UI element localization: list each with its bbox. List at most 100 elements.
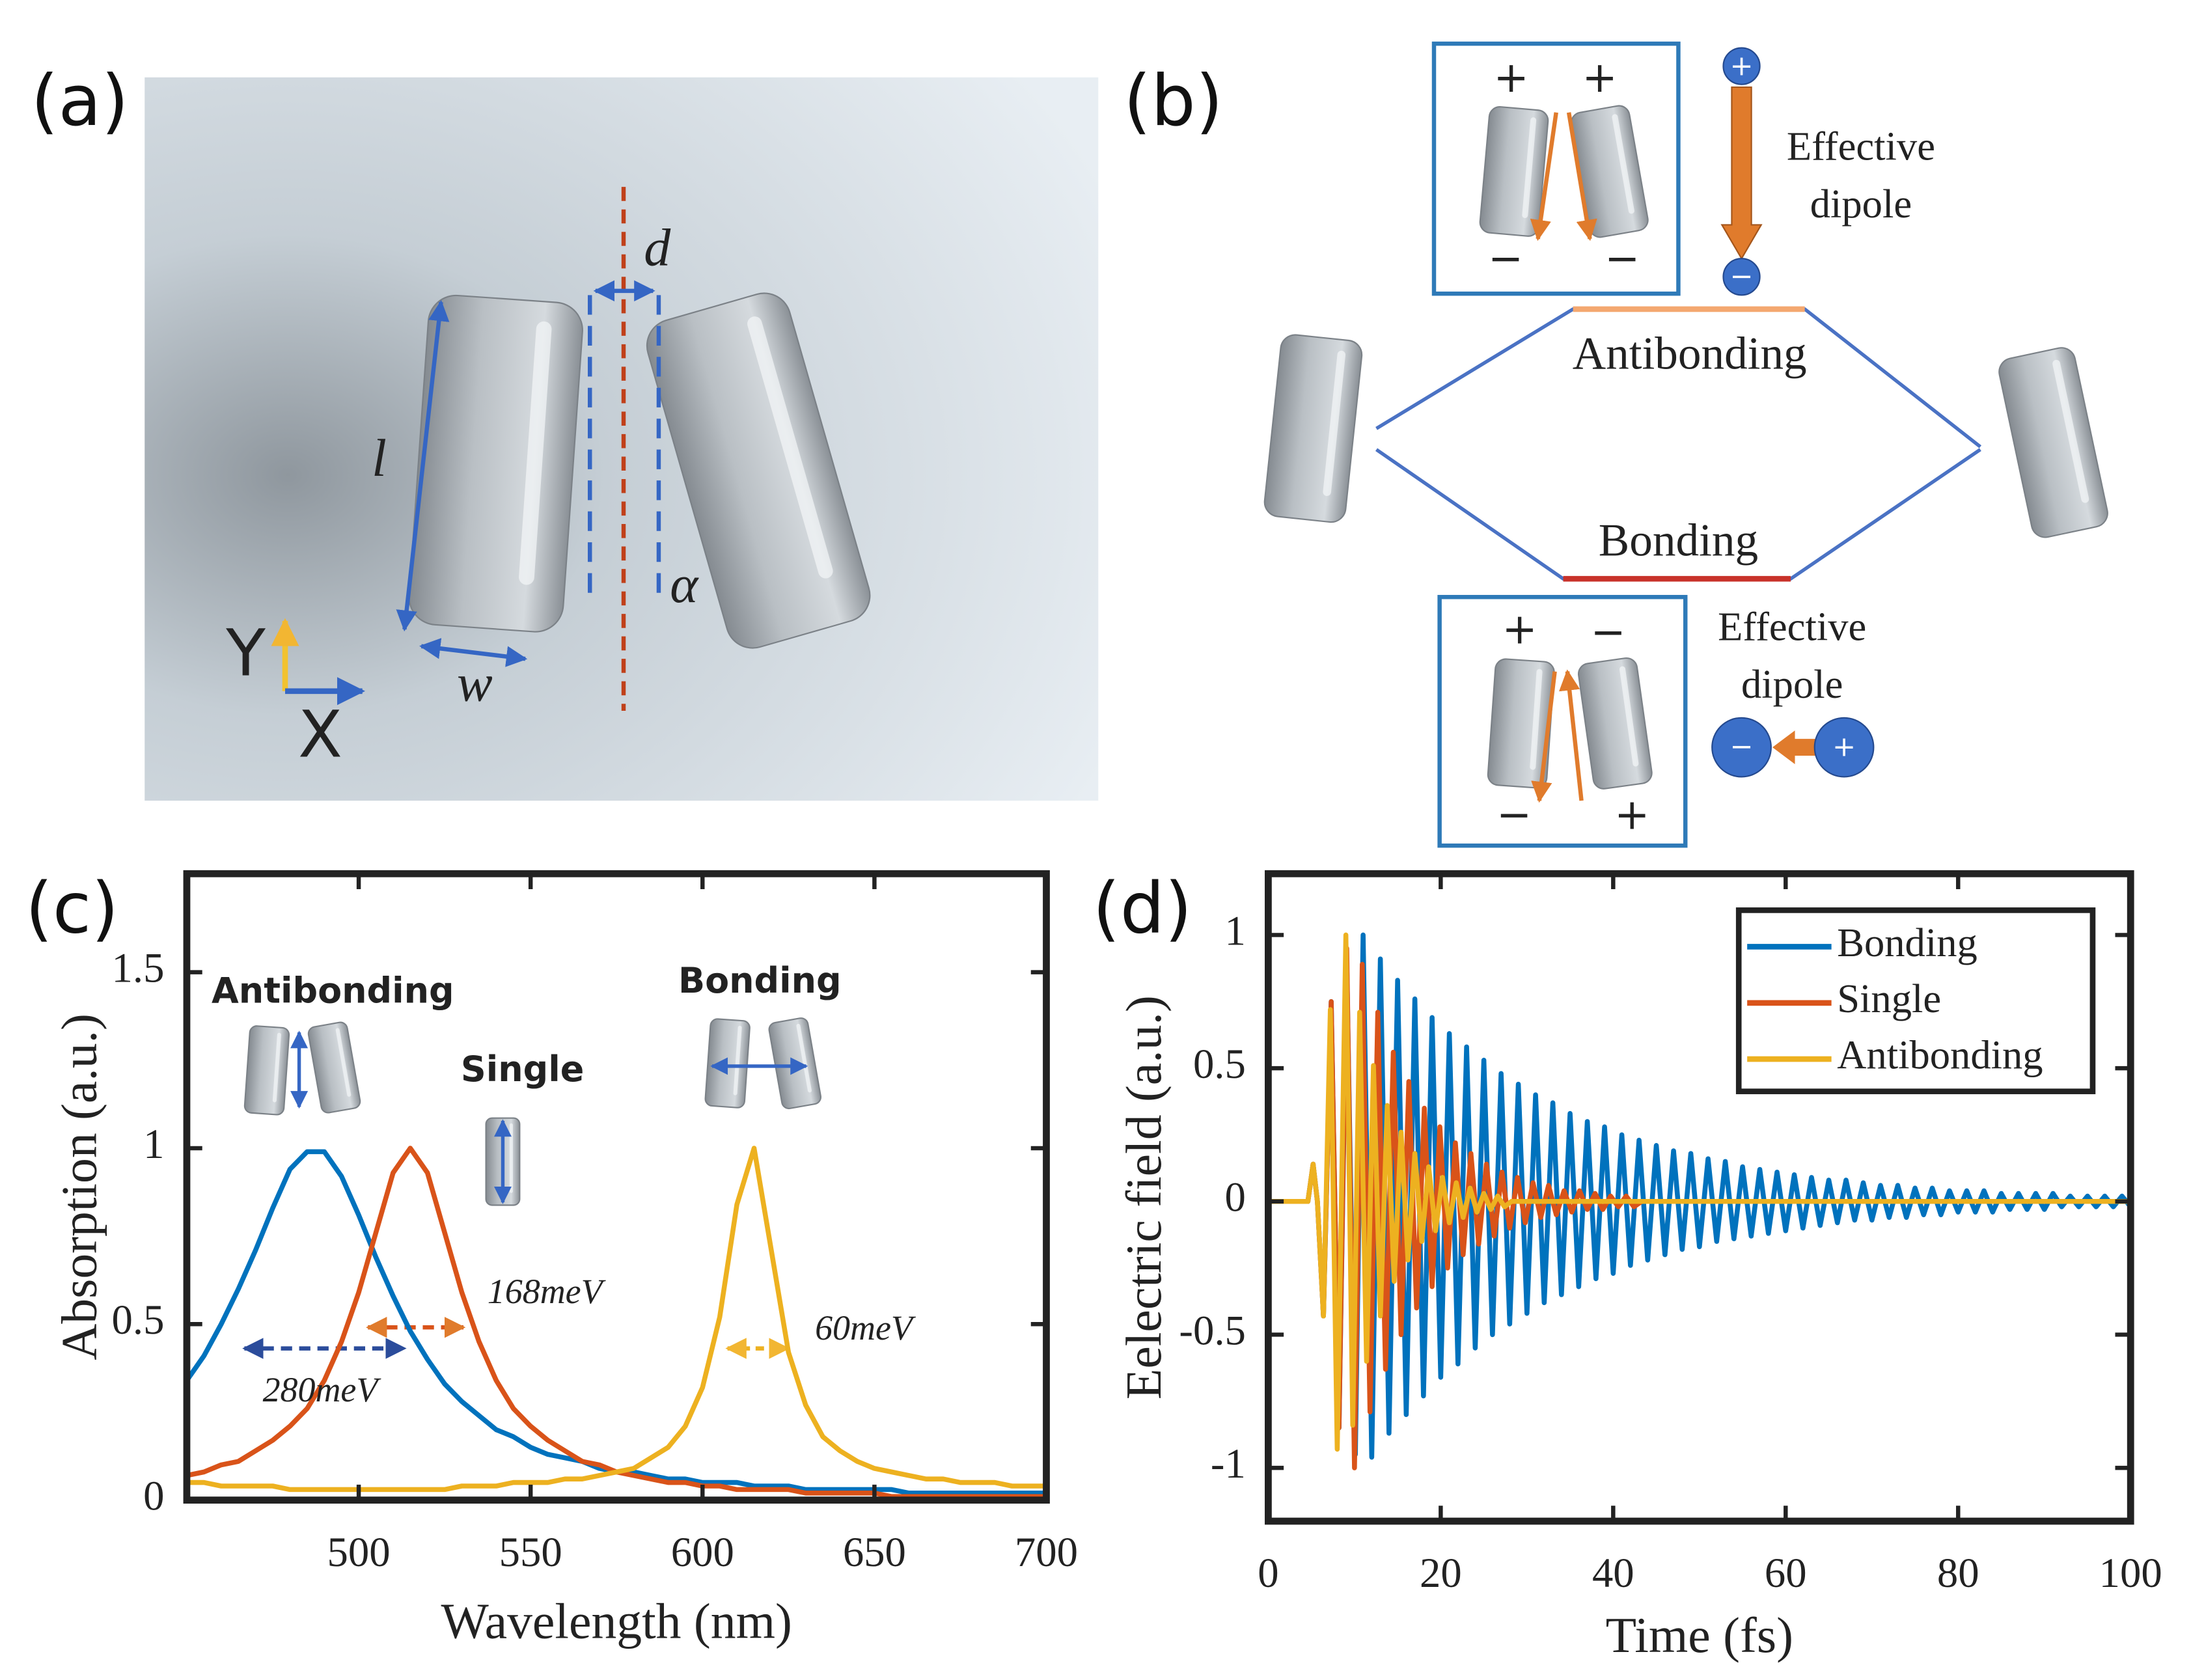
nanorod [243, 1025, 290, 1116]
rod-body [704, 1018, 751, 1109]
nanorod [1263, 334, 1363, 523]
y-tick-label: 1.5 [112, 945, 165, 992]
x-tick-label: 550 [499, 1529, 562, 1576]
y-tick-label: 0 [143, 1472, 164, 1519]
charge-symbol: − [1729, 260, 1753, 293]
nanorod [646, 292, 871, 649]
width-arrow [419, 638, 528, 667]
rod-body [1570, 105, 1649, 238]
linewidth-label: 60meV [815, 1308, 916, 1347]
series-line [186, 1146, 1047, 1499]
dipole-caption: dipole [1741, 661, 1843, 707]
symbol: w [457, 653, 493, 712]
charge-symbol: + [1832, 731, 1856, 764]
y-axis-title: Eelectric field (a.u.) [1116, 995, 1172, 1399]
rod-highlight [1522, 117, 1537, 219]
symbol: d [644, 217, 671, 277]
charge-sign: − [1590, 608, 1625, 657]
curve-label: Single [461, 1049, 584, 1090]
rod-highlight [519, 321, 552, 585]
rod-highlight [335, 1028, 351, 1097]
rod-body [646, 292, 871, 649]
rod-body [1998, 347, 2108, 538]
rod-highlight [1530, 668, 1543, 770]
rod-body [1479, 106, 1549, 237]
axes-box [183, 870, 1050, 1504]
y-tick-label: 0.5 [1193, 1041, 1246, 1088]
rod-highlight [509, 1123, 513, 1193]
rod-body [307, 1021, 361, 1114]
charge-circle [1711, 717, 1772, 778]
series-line [186, 1146, 1047, 1493]
rods [1263, 105, 2108, 790]
nanorod [1479, 106, 1549, 237]
nanorod [1998, 347, 2108, 538]
charge-sign: − [1605, 234, 1640, 283]
rod-highlight [1323, 350, 1346, 497]
rods [408, 292, 871, 649]
rod-body [1263, 334, 1363, 523]
nanorod [408, 294, 583, 633]
series-line [1268, 932, 2131, 1460]
x-axis-title: Wavelength (nm) [441, 1593, 792, 1649]
linewidth-label: 168meV [488, 1272, 607, 1311]
nanorod [1570, 105, 1649, 238]
nanorod [307, 1021, 361, 1114]
level-label: Bonding [1599, 516, 1758, 566]
rod-highlight [1612, 114, 1634, 214]
dipole-arrow [1720, 86, 1763, 260]
charge-symbol: + [1729, 49, 1753, 82]
axes-box [1265, 870, 2134, 1525]
dipole-caption: Effective [1718, 603, 1866, 649]
rod-highlight [747, 316, 833, 579]
dipole-arrow [1772, 730, 1819, 764]
rod-body [408, 294, 583, 633]
curve-label: Antibonding [212, 970, 454, 1011]
series-line [1268, 932, 2131, 1452]
y-tick-label: 0 [1225, 1174, 1246, 1221]
y-tick-label: 1 [1225, 907, 1246, 954]
y-tick-label: -0.5 [1179, 1307, 1245, 1354]
current-arrow [1530, 112, 1558, 241]
x-tick-label: 500 [327, 1529, 391, 1576]
nanorod [768, 1017, 821, 1110]
charge-sign: + [1502, 605, 1537, 654]
inset-icons [243, 1017, 821, 1206]
y-tick-label: 1 [143, 1121, 164, 1168]
rod-body [243, 1025, 290, 1116]
rod-highlight [2052, 359, 2089, 503]
x-axis-title: Time (fs) [1606, 1607, 1793, 1663]
x-tick-label: 60 [1765, 1550, 1807, 1597]
nanorod [704, 1018, 751, 1109]
x-tick-label: 700 [1015, 1529, 1078, 1576]
curve-label: Bonding [678, 960, 842, 1001]
mode-box [1431, 41, 1681, 296]
current-arrow [1531, 671, 1557, 803]
charge-symbol: − [1729, 731, 1753, 764]
level-label: Antibonding [1573, 329, 1807, 379]
panel-label: (b) [1123, 61, 1223, 142]
charge-sign: + [1494, 53, 1529, 102]
plot-area [1268, 932, 2131, 1470]
charge-sign: + [1582, 53, 1617, 102]
charge-sign: − [1488, 234, 1523, 283]
legend-label: Bonding [1837, 920, 1977, 965]
rod-body [1577, 657, 1653, 790]
mode-box [1437, 594, 1688, 848]
series-line [186, 1149, 1047, 1496]
charge-circle [1813, 717, 1875, 778]
panel-label: (a) [31, 61, 128, 142]
legend-label: Antibonding [1837, 1032, 2043, 1077]
nanorod [1577, 657, 1653, 790]
charge-sign: + [1614, 791, 1649, 840]
rod-body [768, 1017, 821, 1110]
x-tick-label: 40 [1592, 1550, 1634, 1597]
charge-circle [1722, 47, 1761, 85]
x-tick-label: 600 [671, 1529, 734, 1576]
y-tick-label: 0.5 [112, 1297, 165, 1343]
current-arrow [1559, 669, 1584, 801]
linewidth-label: 280meV [263, 1370, 382, 1409]
legend-label: Single [1837, 976, 1941, 1021]
legend: Bonding Single Antibonding [1735, 907, 2096, 1095]
